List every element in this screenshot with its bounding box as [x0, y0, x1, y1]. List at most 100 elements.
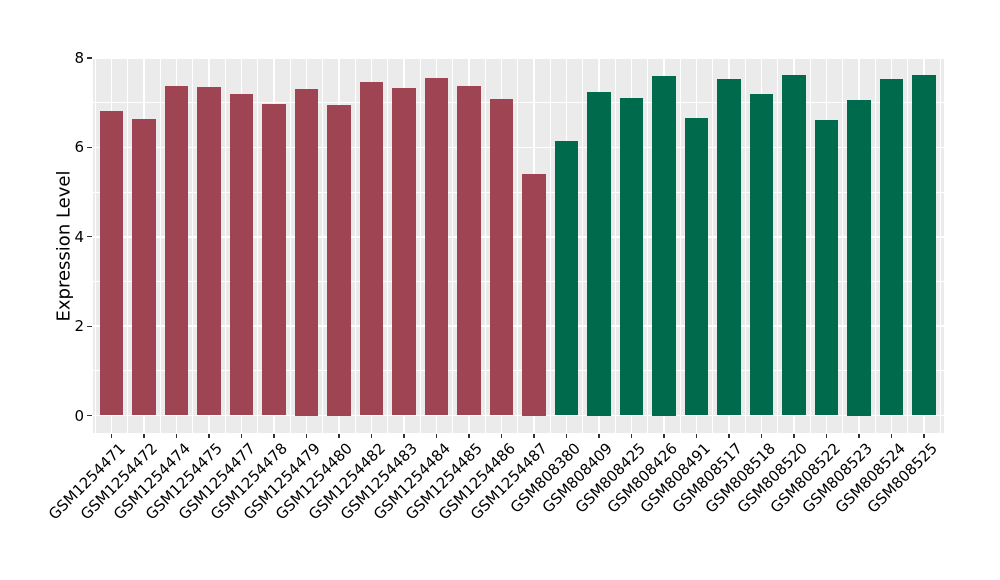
gridline-vertical-minor	[419, 58, 421, 433]
bar	[587, 91, 611, 416]
x-tick-mark	[305, 433, 308, 438]
x-tick-mark	[728, 433, 730, 438]
gridline-vertical-minor	[712, 58, 714, 433]
x-tick-mark	[370, 433, 373, 438]
bar	[294, 89, 319, 416]
bar	[554, 141, 579, 416]
x-tick-mark	[923, 433, 925, 438]
gridline-horizontal-major	[92, 236, 944, 238]
x-tick-mark	[468, 433, 470, 438]
gridline-vertical-minor	[517, 58, 519, 433]
x-tick-mark	[240, 433, 243, 438]
bar	[717, 78, 741, 416]
gridline-vertical-minor	[387, 58, 389, 433]
x-tick-mark	[793, 433, 795, 438]
bar	[847, 100, 871, 416]
x-tick-mark	[760, 433, 763, 438]
gridline-vertical-minor	[127, 58, 129, 433]
gridline-vertical-minor	[777, 58, 779, 433]
gridline-horizontal-minor	[92, 191, 944, 193]
bar	[132, 119, 156, 416]
x-tick-mark	[143, 433, 145, 438]
y-tick-mark	[86, 236, 92, 238]
x-tick-mark	[500, 433, 503, 438]
gridline-horizontal-major	[92, 414, 944, 417]
bar	[652, 75, 676, 416]
bar	[782, 74, 806, 416]
y-axis-title: Expression Level	[53, 170, 75, 322]
gridline-vertical-minor	[549, 58, 551, 433]
x-tick-mark	[110, 433, 113, 438]
bar	[197, 86, 221, 416]
x-tick-mark	[208, 433, 210, 438]
gridline-vertical-minor	[744, 58, 746, 433]
y-tick-mark	[86, 414, 92, 417]
y-tick-mark	[86, 146, 92, 148]
bar	[749, 94, 774, 416]
x-tick-mark	[890, 433, 893, 438]
gridline-vertical-minor	[939, 58, 941, 433]
y-tick-label: 6	[74, 138, 84, 157]
x-tick-mark	[858, 433, 860, 438]
bar	[164, 85, 189, 416]
gridline-vertical-minor	[842, 58, 844, 433]
gridline-vertical-minor	[192, 58, 194, 433]
plot-area	[92, 58, 944, 433]
gridline-horizontal-minor	[92, 281, 944, 282]
x-tick-mark	[435, 433, 438, 438]
bar	[457, 85, 481, 416]
gridline-vertical-minor	[257, 58, 259, 433]
gridline-vertical-minor	[224, 58, 226, 433]
gridline-horizontal-major	[92, 146, 944, 149]
x-tick-mark	[695, 433, 698, 438]
y-tick-mark	[86, 325, 92, 327]
x-tick-mark	[825, 433, 828, 438]
gridline-vertical-minor	[874, 58, 876, 433]
bar	[619, 97, 644, 416]
bar	[879, 79, 904, 416]
gridline-horizontal-minor	[92, 370, 944, 372]
x-tick-mark	[338, 433, 340, 438]
bar	[424, 77, 449, 416]
y-tick-label: 2	[74, 317, 84, 336]
bar	[912, 74, 936, 416]
x-tick-mark	[630, 433, 633, 438]
x-tick-mark	[598, 433, 600, 438]
gridline-vertical-minor	[289, 58, 291, 433]
x-tick-mark	[273, 433, 275, 438]
gridline-vertical-minor	[582, 58, 584, 433]
gridline-vertical-minor	[907, 58, 909, 433]
gridline-horizontal-minor	[92, 102, 944, 104]
y-tick-label: 0	[74, 406, 84, 425]
gridline-vertical-minor	[354, 58, 356, 433]
bar	[229, 94, 254, 416]
bar	[327, 104, 351, 416]
gridline-horizontal-major	[92, 58, 944, 59]
gridline-vertical-minor	[679, 58, 681, 433]
gridline-vertical-minor	[452, 58, 454, 433]
bar	[684, 117, 709, 416]
x-tick-mark	[565, 433, 568, 438]
bar	[522, 174, 546, 416]
gridline-vertical-minor	[322, 58, 324, 433]
x-tick-mark	[533, 433, 535, 438]
x-tick-mark	[663, 433, 665, 438]
bar	[262, 104, 286, 416]
bar	[814, 120, 839, 416]
y-tick-mark	[86, 57, 92, 59]
bar	[99, 110, 124, 416]
bar	[489, 99, 514, 416]
gridline-vertical-minor	[809, 58, 811, 433]
gridline-vertical-minor	[647, 58, 649, 433]
gridline-horizontal-major	[92, 325, 944, 327]
x-tick-mark	[403, 433, 405, 438]
y-tick-label: 4	[74, 227, 84, 246]
gridline-vertical-minor	[94, 58, 96, 433]
gridline-vertical-minor	[159, 58, 161, 433]
bar	[392, 88, 416, 416]
y-tick-label: 8	[74, 49, 84, 67]
gridline-vertical-minor	[484, 58, 486, 433]
bar	[359, 82, 384, 416]
x-tick-mark	[175, 433, 178, 438]
